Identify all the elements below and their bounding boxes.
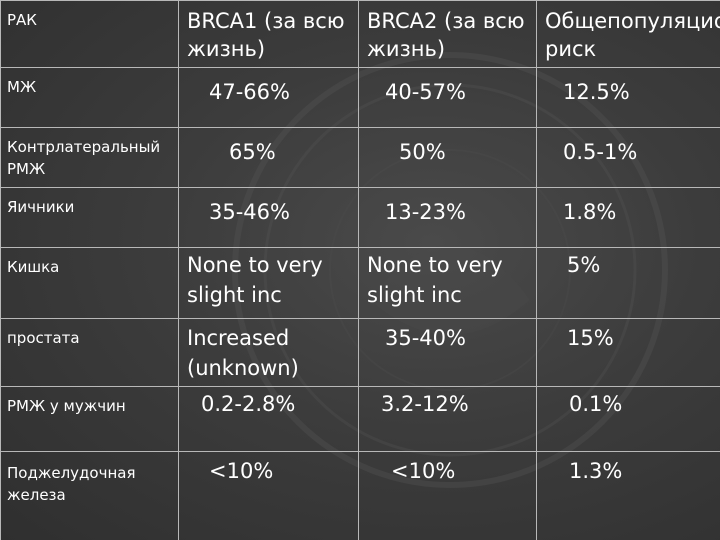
brca1-value: 47-66% <box>178 67 359 128</box>
table-row: Кишка None to very slight inc None to ve… <box>0 247 720 319</box>
row-label: Поджелудочная железа <box>0 451 179 540</box>
header-general-risk: Общепопуляционный риск <box>536 0 720 68</box>
table-row: РМЖ у мужчин 0.2-2.8% 3.2-12% 0.1% <box>0 386 720 452</box>
general-value: 1.3% <box>536 451 720 540</box>
table-row: МЖ 47-66% 40-57% 12.5% <box>0 67 720 128</box>
row-label: МЖ <box>0 67 179 128</box>
brca1-value: 65% <box>178 127 359 188</box>
row-label: Яичники <box>0 187 179 248</box>
brca2-value: 40-57% <box>358 67 537 128</box>
brca1-value: <10% <box>178 451 359 540</box>
table-row: Поджелудочная железа <10% <10% 1.3% <box>0 451 720 540</box>
table-row: простата Increased (unknown) 35-40% 15% <box>0 318 720 387</box>
row-label: Контрлатеральный РМЖ <box>0 127 179 188</box>
row-label: простата <box>0 318 179 387</box>
row-label: Кишка <box>0 247 179 319</box>
general-value: 5% <box>536 247 720 319</box>
row-label: РМЖ у мужчин <box>0 386 179 452</box>
brca2-value: 3.2-12% <box>358 386 537 452</box>
general-value: 12.5% <box>536 67 720 128</box>
brca1-value: None to very slight inc <box>178 247 359 319</box>
header-cancer: РАК <box>0 0 179 68</box>
general-value: 0.1% <box>536 386 720 452</box>
brca1-value: Increased (unknown) <box>178 318 359 387</box>
table-header-row: РАК BRCA1 (за всю жизнь) BRCA2 (за всю ж… <box>0 0 720 68</box>
general-value: 0.5-1% <box>536 127 720 188</box>
brca2-value: <10% <box>358 451 537 540</box>
general-value: 15% <box>536 318 720 387</box>
table-row: Контрлатеральный РМЖ 65% 50% 0.5-1% <box>0 127 720 188</box>
brca2-value: 35-40% <box>358 318 537 387</box>
table-row: Яичники 35-46% 13-23% 1.8% <box>0 187 720 248</box>
brca2-value: 50% <box>358 127 537 188</box>
header-brca1: BRCA1 (за всю жизнь) <box>178 0 359 68</box>
header-brca2: BRCA2 (за всю жизнь) <box>358 0 537 68</box>
brca1-value: 0.2-2.8% <box>178 386 359 452</box>
brca2-value: 13-23% <box>358 187 537 248</box>
brca2-value: None to very slight inc <box>358 247 537 319</box>
brca1-value: 35-46% <box>178 187 359 248</box>
general-value: 1.8% <box>536 187 720 248</box>
